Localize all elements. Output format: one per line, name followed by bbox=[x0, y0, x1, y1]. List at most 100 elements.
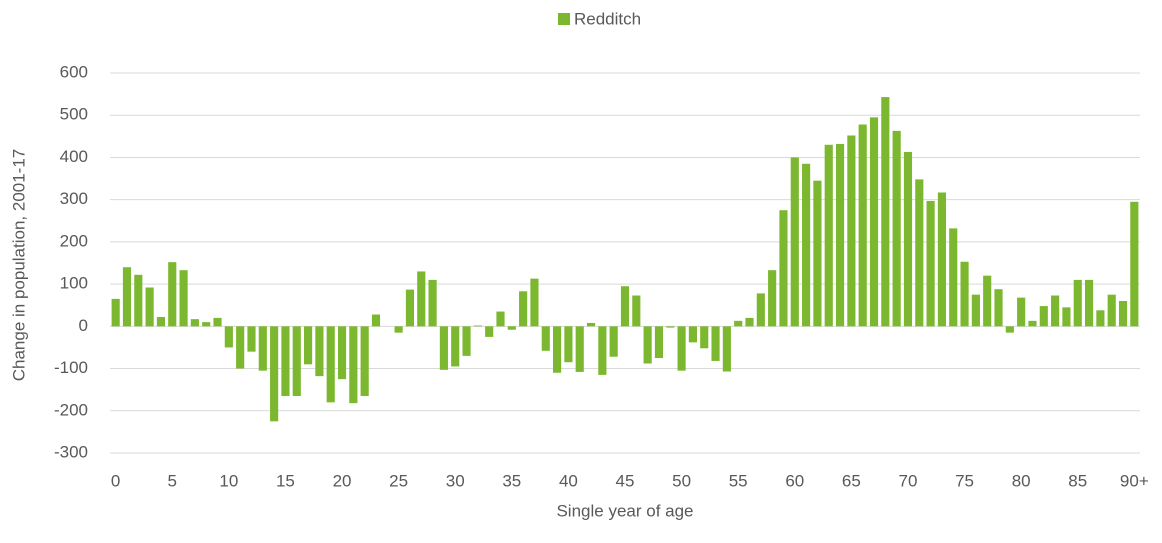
bar bbox=[304, 326, 313, 365]
bar bbox=[485, 326, 494, 337]
bar bbox=[394, 326, 403, 333]
x-tick-label: 90+ bbox=[1120, 471, 1149, 490]
bar bbox=[190, 319, 199, 327]
y-tick-label: 600 bbox=[60, 62, 88, 81]
bar bbox=[960, 261, 969, 327]
bar bbox=[620, 286, 630, 327]
x-tick-label: 70 bbox=[899, 471, 918, 490]
bar bbox=[349, 326, 358, 404]
bar bbox=[337, 326, 347, 380]
bar bbox=[473, 325, 482, 327]
x-tick-label: 15 bbox=[276, 471, 295, 490]
bar bbox=[756, 293, 765, 327]
bar bbox=[1039, 306, 1048, 327]
bar bbox=[326, 326, 335, 403]
bar bbox=[564, 326, 573, 363]
legend-swatch bbox=[558, 13, 570, 25]
bar bbox=[858, 124, 867, 327]
bar bbox=[541, 326, 550, 351]
x-tick-label: 40 bbox=[559, 471, 578, 490]
x-tick-label: 55 bbox=[729, 471, 748, 490]
x-tick-label: 75 bbox=[955, 471, 974, 490]
bar bbox=[236, 326, 245, 369]
bar bbox=[1107, 294, 1116, 327]
x-tick-label: 65 bbox=[842, 471, 861, 490]
bar bbox=[371, 314, 381, 327]
bar bbox=[632, 295, 641, 327]
bar bbox=[688, 326, 697, 343]
x-tick-label: 45 bbox=[616, 471, 635, 490]
x-tick-label: 35 bbox=[502, 471, 521, 490]
bar bbox=[462, 326, 471, 356]
bar bbox=[417, 271, 426, 327]
bar bbox=[496, 311, 505, 327]
bar bbox=[575, 326, 584, 372]
x-tick-label: 25 bbox=[389, 471, 408, 490]
bar bbox=[711, 326, 720, 361]
bar bbox=[677, 326, 686, 371]
bar bbox=[994, 289, 1003, 327]
bar bbox=[779, 210, 788, 327]
bar bbox=[903, 151, 913, 327]
bar bbox=[1118, 301, 1128, 327]
bar bbox=[405, 289, 415, 327]
bar bbox=[1028, 320, 1037, 327]
bar bbox=[122, 267, 132, 327]
y-tick-label: -100 bbox=[54, 358, 88, 377]
bar bbox=[270, 326, 279, 422]
bar bbox=[1073, 279, 1082, 327]
bar bbox=[915, 179, 924, 327]
x-axis-title: Single year of age bbox=[556, 501, 693, 520]
bar bbox=[869, 117, 879, 327]
bar bbox=[835, 143, 845, 327]
legend-label: Redditch bbox=[574, 9, 641, 28]
bar bbox=[292, 326, 301, 396]
bar bbox=[145, 287, 154, 327]
bar bbox=[156, 317, 166, 327]
bar bbox=[983, 275, 992, 327]
x-tick-label: 80 bbox=[1012, 471, 1031, 490]
bar bbox=[1130, 201, 1139, 327]
bar bbox=[179, 270, 188, 327]
y-tick-label: 400 bbox=[60, 147, 88, 166]
bar bbox=[847, 135, 856, 327]
bar bbox=[247, 326, 256, 352]
bar bbox=[586, 322, 596, 327]
x-tick-label: 85 bbox=[1068, 471, 1087, 490]
y-tick-label: -200 bbox=[54, 400, 88, 419]
bar bbox=[530, 278, 539, 327]
bar bbox=[451, 326, 460, 367]
bar bbox=[428, 279, 437, 327]
bar bbox=[790, 157, 799, 327]
y-tick-label: 500 bbox=[60, 105, 88, 124]
bar bbox=[700, 326, 709, 349]
bar bbox=[202, 322, 211, 327]
bar bbox=[224, 326, 233, 348]
bar bbox=[722, 326, 731, 372]
bar bbox=[734, 320, 743, 327]
bar bbox=[937, 192, 946, 327]
bar bbox=[111, 298, 120, 327]
bar bbox=[949, 228, 958, 327]
bar bbox=[439, 326, 448, 370]
bar bbox=[1005, 326, 1014, 333]
bar bbox=[609, 326, 618, 357]
bar bbox=[507, 326, 516, 330]
bar bbox=[134, 274, 143, 327]
bar bbox=[971, 294, 980, 327]
bar bbox=[281, 326, 290, 396]
bar bbox=[926, 200, 935, 327]
bar bbox=[666, 326, 675, 328]
bar bbox=[892, 130, 901, 327]
bar bbox=[802, 163, 811, 327]
x-tick-label: 10 bbox=[219, 471, 238, 490]
bar bbox=[360, 326, 369, 396]
bar bbox=[824, 144, 833, 327]
y-tick-label: 300 bbox=[60, 189, 88, 208]
y-tick-label: 0 bbox=[79, 316, 88, 335]
y-tick-label: 100 bbox=[60, 274, 88, 293]
x-tick-label: 0 bbox=[111, 471, 120, 490]
bar bbox=[315, 326, 324, 377]
x-tick-label: 20 bbox=[333, 471, 352, 490]
bar bbox=[1017, 297, 1026, 327]
